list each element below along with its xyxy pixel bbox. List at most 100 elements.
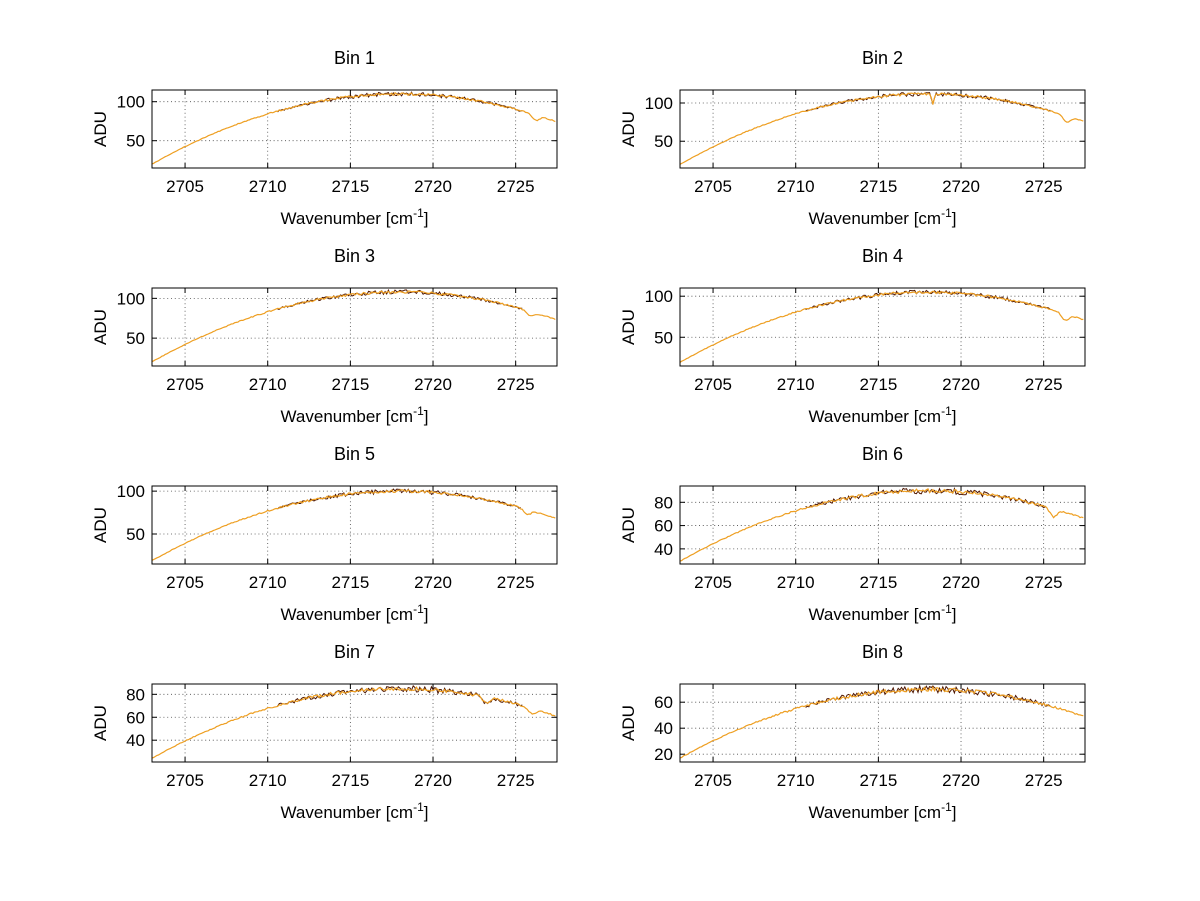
x-tick-label: 2705: [166, 177, 204, 196]
x-tick-label: 2705: [694, 375, 732, 394]
x-tick-label: 2725: [497, 573, 535, 592]
y-axis-label: ADU: [91, 507, 110, 543]
x-tick-label: 2715: [331, 177, 369, 196]
x-tick-label: 2715: [859, 771, 897, 790]
series-line: [151, 685, 556, 759]
x-axis-label: Wavenumber [cm-1]: [809, 404, 957, 426]
series-line: [679, 92, 1084, 165]
x-axis-label: Wavenumber [cm-1]: [809, 800, 957, 822]
series-line: [679, 685, 1084, 759]
subplot-title: Bin 8: [862, 642, 903, 662]
x-tick-label: 2710: [777, 177, 815, 196]
x-tick-label: 2720: [414, 375, 452, 394]
x-tick-label: 2715: [331, 771, 369, 790]
y-tick-label: 100: [117, 289, 145, 308]
x-axis-label: Wavenumber [cm-1]: [281, 602, 429, 624]
x-axis-label: Wavenumber [cm-1]: [809, 206, 957, 228]
noise-overlay-line: [805, 683, 1051, 708]
x-tick-label: 2710: [777, 375, 815, 394]
x-tick-label: 2710: [249, 573, 287, 592]
x-tick-label: 2715: [331, 375, 369, 394]
y-axis-label: ADU: [619, 705, 638, 741]
subplot-title: Bin 6: [862, 444, 903, 464]
y-tick-label: 20: [654, 745, 673, 764]
series-line: [151, 290, 556, 363]
plot-border: [151, 89, 558, 169]
x-tick-label: 2720: [414, 177, 452, 196]
subplot-title: Bin 5: [334, 444, 375, 464]
subplot-bin-3: 2705 2710 2715 2720 2725 50 100 Bin 3 ADU Wavenum…: [91, 246, 558, 426]
subplot-bin-4: 2705 2710 2715 2720 2725 50 100 Bin 4 ADU Wavenum…: [619, 246, 1086, 426]
y-axis-label: ADU: [91, 309, 110, 345]
x-tick-label: 2705: [166, 573, 204, 592]
y-axis-label: ADU: [619, 507, 638, 543]
x-axis-label: Wavenumber [cm-1]: [281, 800, 429, 822]
x-axis-label: Wavenumber [cm-1]: [281, 206, 429, 228]
plot-border: [151, 287, 558, 367]
x-tick-label: 2720: [414, 573, 452, 592]
y-tick-label: 40: [654, 719, 673, 738]
subplot-bin-7: 2705 2710 2715 2720 2725 40 60 80 Bin 7 ADU Wavenu…: [91, 642, 558, 822]
plot-border: [679, 89, 1086, 169]
x-axis-label: Wavenumber [cm-1]: [281, 404, 429, 426]
plot-border: [679, 683, 1086, 763]
subplot-bin-5: 2705 2710 2715 2720 2725 50 100 Bin 5 ADU Wavenum…: [91, 444, 558, 624]
x-tick-label: 2725: [497, 771, 535, 790]
x-tick-label: 2725: [497, 177, 535, 196]
x-tick-label: 2725: [1025, 771, 1063, 790]
x-tick-label: 2715: [331, 573, 369, 592]
x-tick-label: 2710: [777, 771, 815, 790]
subplot-title: Bin 2: [862, 48, 903, 68]
y-tick-label: 50: [126, 329, 145, 348]
subplot-title: Bin 4: [862, 246, 903, 266]
y-tick-label: 100: [645, 287, 673, 306]
y-tick-label: 40: [126, 731, 145, 750]
y-tick-label: 80: [654, 493, 673, 512]
y-tick-label: 50: [654, 328, 673, 347]
x-tick-label: 2725: [1025, 573, 1063, 592]
y-tick-label: 100: [117, 93, 145, 112]
series-line: [151, 489, 556, 561]
series-line: [151, 92, 556, 165]
y-tick-label: 100: [117, 482, 145, 501]
x-tick-label: 2725: [497, 375, 535, 394]
y-tick-label: 100: [645, 94, 673, 113]
x-tick-label: 2720: [414, 771, 452, 790]
x-tick-label: 2710: [249, 177, 287, 196]
x-tick-label: 2715: [859, 573, 897, 592]
subplot-bin-1: 2705 2710 2715 2720 2725 50 100 Bin 1 ADU Wavenum…: [91, 48, 558, 228]
x-tick-label: 2710: [249, 771, 287, 790]
x-tick-label: 2705: [694, 573, 732, 592]
subplot-title: Bin 1: [334, 48, 375, 68]
y-tick-label: 50: [654, 132, 673, 151]
y-tick-label: 60: [126, 708, 145, 727]
subplot-bin-8: 2705 2710 2715 2720 2725 20 40 60 Bin 8 ADU Wavenu…: [619, 642, 1086, 822]
x-tick-label: 2705: [694, 771, 732, 790]
x-tick-label: 2705: [166, 771, 204, 790]
y-tick-label: 50: [126, 525, 145, 544]
y-axis-label: ADU: [619, 111, 638, 147]
x-tick-label: 2725: [1025, 375, 1063, 394]
x-tick-label: 2720: [942, 177, 980, 196]
x-axis-label: Wavenumber [cm-1]: [809, 602, 957, 624]
x-tick-label: 2720: [942, 375, 980, 394]
y-axis-label: ADU: [91, 111, 110, 147]
y-tick-label: 80: [126, 685, 145, 704]
x-tick-label: 2705: [166, 375, 204, 394]
y-axis-label: ADU: [619, 309, 638, 345]
x-tick-label: 2715: [859, 177, 897, 196]
x-tick-label: 2705: [694, 177, 732, 196]
y-tick-label: 40: [654, 540, 673, 559]
series-line: [679, 488, 1084, 562]
x-tick-label: 2725: [1025, 177, 1063, 196]
plot-border: [679, 485, 1086, 565]
y-tick-label: 60: [654, 517, 673, 536]
y-tick-label: 60: [654, 693, 673, 712]
x-tick-label: 2715: [859, 375, 897, 394]
subplot-title: Bin 7: [334, 642, 375, 662]
plot-border: [151, 485, 558, 565]
subplot-title: Bin 3: [334, 246, 375, 266]
plot-border: [679, 287, 1086, 367]
